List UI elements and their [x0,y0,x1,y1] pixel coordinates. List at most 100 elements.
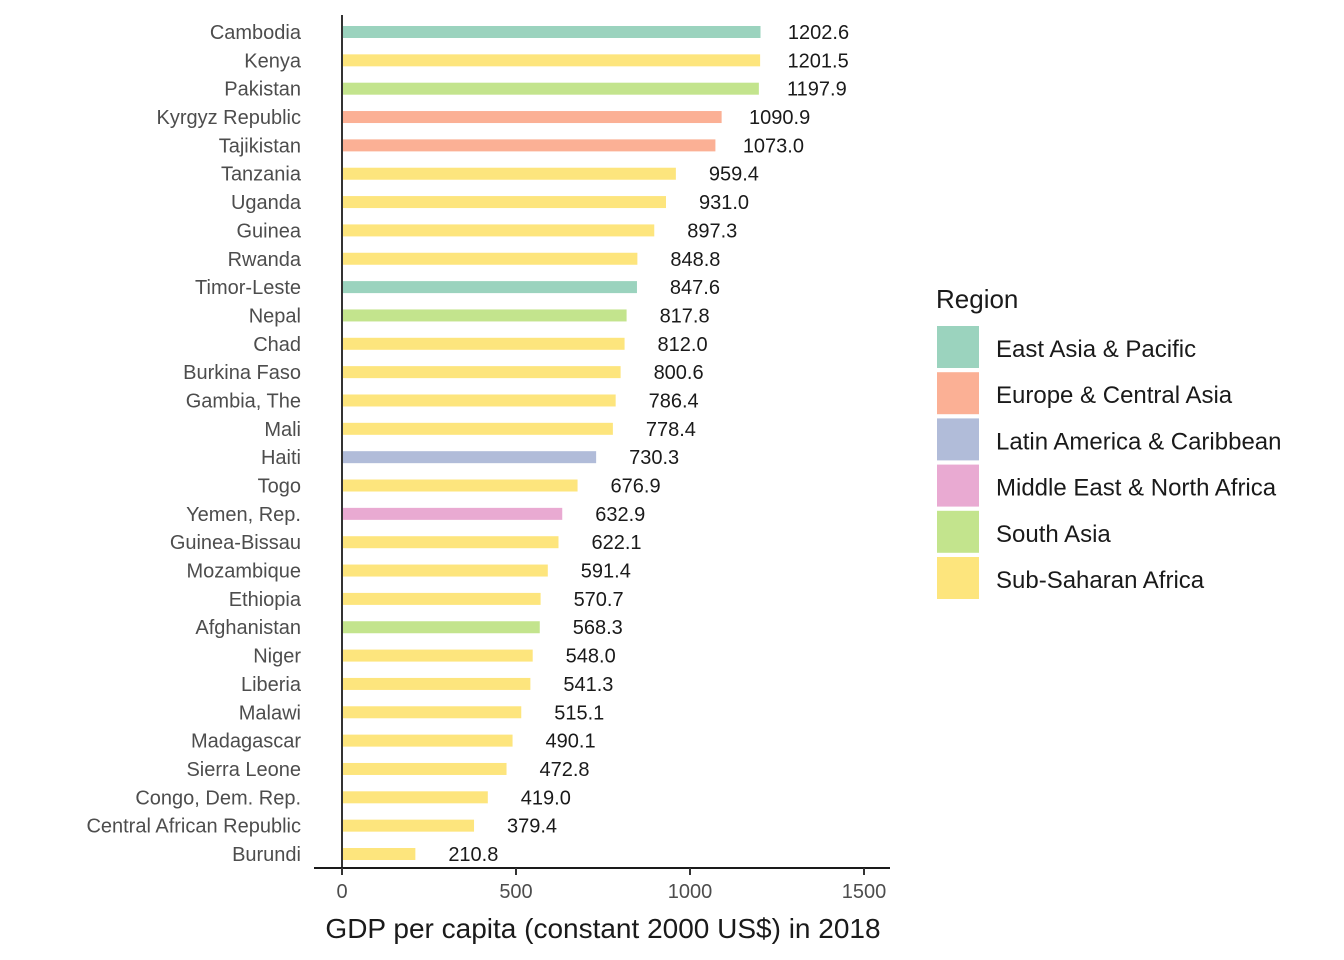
country-label: Madagascar [191,731,301,753]
value-label: 817.8 [660,305,710,327]
bar [342,252,638,265]
country-label: Haiti [261,447,301,469]
value-label: 548.0 [566,646,616,668]
country-label: Uganda [231,192,302,214]
value-label: 1201.5 [788,50,849,72]
bar [342,54,761,67]
country-label: Guinea [237,220,302,242]
value-label: 778.4 [646,419,696,441]
country-label: Gambia, The [186,390,301,412]
legend-title: Region [936,284,1018,314]
country-label: Afghanistan [195,617,301,639]
bar [342,281,637,294]
legend-label: Europe & Central Asia [996,382,1233,409]
value-label: 568.3 [573,617,623,639]
plot-area: 1202.6 1201.5 1197.9 1090.9 1073.0 959.4 931.0… [86,15,890,903]
bar [342,309,627,322]
legend-swatch [937,418,979,461]
value-label: 1202.6 [788,22,849,44]
value-label: 812.0 [658,334,708,356]
country-label: Cambodia [210,22,302,44]
bar [342,196,666,209]
x-tick-label: 500 [499,881,532,903]
value-label: 847.6 [670,277,720,299]
legend-label: South Asia [996,521,1111,548]
country-label: Kyrgyz Republic [156,107,301,129]
value-labels-group: 1202.6 1201.5 1197.9 1090.9 1073.0 959.4 931.0… [448,22,849,866]
country-label: Malawi [239,702,301,724]
x-axis-title: GDP per capita (constant 2000 US$) in 20… [325,913,880,944]
bar [342,451,597,464]
bar [342,82,759,95]
value-label: 541.3 [563,674,613,696]
country-label: Burkina Faso [183,362,301,384]
x-tick-label: 0 [336,881,347,903]
value-label: 1090.9 [749,107,810,129]
legend-label: Sub-Saharan Africa [996,567,1205,594]
legend-swatch [937,326,979,368]
bar [342,762,507,775]
x-ticks-group: 0 500 1000 1500 [336,868,886,903]
legend-label: Middle East & North Africa [996,475,1277,502]
x-tick-label: 1500 [842,881,887,903]
value-label: 730.3 [629,447,679,469]
bar [342,677,531,690]
bar [342,536,559,549]
value-label: 490.1 [546,731,596,753]
country-label: Central African Republic [86,816,301,838]
value-label: 676.9 [611,476,661,498]
legend-items: East Asia & Pacific Europe & Central Asia… [937,326,1282,599]
value-label: 931.0 [699,192,749,214]
country-label: Burundi [232,844,301,866]
legend-label: East Asia & Pacific [996,336,1196,363]
bar [342,337,625,350]
value-label: 515.1 [554,702,604,724]
country-label: Yemen, Rep. [186,504,301,526]
value-label: 786.4 [649,390,699,412]
value-label: 959.4 [709,164,759,186]
legend-swatch [937,557,979,599]
country-label: Guinea-Bissau [170,532,301,554]
bar [342,507,563,520]
bar [342,139,716,152]
legend-swatch [937,372,979,415]
legend: Region East Asia & Pacific Europe & Centr… [936,284,1282,599]
value-label: 472.8 [540,759,590,781]
country-label: Niger [253,646,301,668]
country-label: Tanzania [221,164,302,186]
bar [342,479,578,492]
bar [342,649,533,662]
country-label: Sierra Leone [186,759,301,781]
bar [342,394,616,407]
bar [342,167,676,180]
country-label: Liberia [241,674,302,696]
legend-label: Latin America & Caribbean [996,428,1282,455]
value-label: 1073.0 [743,135,804,157]
country-labels-group: Cambodia Kenya Pakistan Kyrgyz Republic Taji… [86,22,301,866]
bar [342,791,488,804]
value-label: 1197.9 [787,79,847,101]
bar [342,819,475,832]
value-label: 591.4 [581,561,631,583]
bar [342,734,513,747]
bars-group [342,26,761,860]
value-label: 848.8 [670,249,720,271]
bar [342,224,655,237]
country-label: Togo [258,476,301,498]
bar [342,111,722,124]
value-label: 897.3 [687,220,737,242]
value-label: 379.4 [507,816,557,838]
country-label: Ethiopia [229,589,302,611]
bar [342,706,522,719]
country-label: Chad [253,334,301,356]
bar [342,848,416,860]
bar [342,422,613,435]
country-label: Pakistan [224,79,301,101]
country-label: Mali [264,419,301,441]
bar [342,564,548,577]
country-label: Rwanda [228,249,302,271]
value-label: 419.0 [521,787,571,809]
country-label: Timor-Leste [195,277,301,299]
bar [342,592,541,605]
